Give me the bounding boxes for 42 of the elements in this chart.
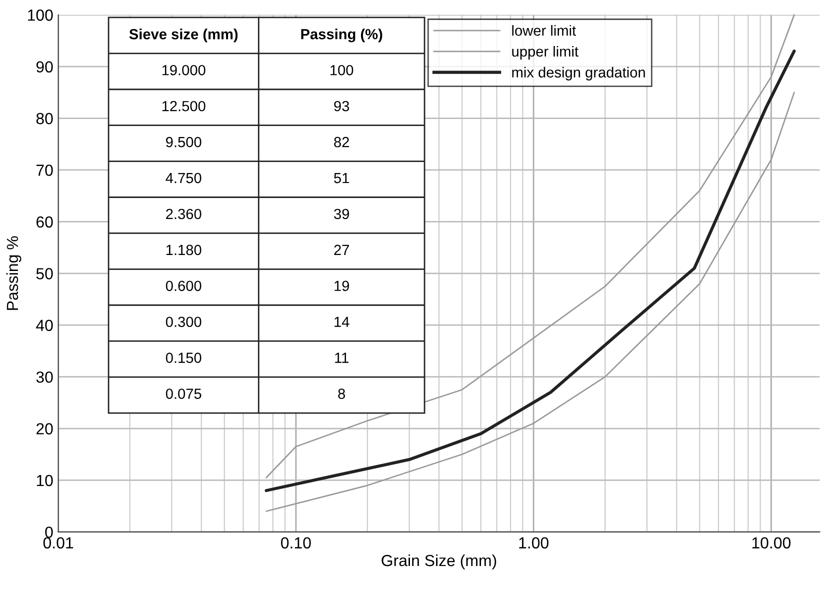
y-tick-label: 60 [36,216,53,228]
annotation: 100 [330,64,354,76]
annotation: 27 [334,244,349,255]
annotation: 0.075 [166,388,202,399]
y-tick-label: 30 [36,371,53,383]
legend-label: lower limit [512,25,576,36]
annotation: 8 [338,388,346,399]
annotation: 0.600 [166,280,202,292]
y-tick-label: 80 [36,112,53,124]
y-tick-label: 90 [36,61,53,73]
annotation: 12.500 [162,100,206,112]
annotation: Sieve size (mm) [129,28,238,42]
y-tick-label: 40 [36,320,53,332]
x-tick-label: 1.00 [519,537,548,549]
y-tick-label: 50 [36,268,53,280]
annotation: 2.360 [166,208,202,220]
y-tick-label: 70 [36,164,53,176]
annotation: 0.300 [166,316,202,328]
annotation: 19 [334,280,350,292]
x-tick-label: 0.10 [281,537,311,549]
annotation: 19.000 [162,64,206,76]
x-axis-title: Grain Size (mm) [382,554,496,570]
y-tick-label: 20 [36,423,53,434]
annotation: 39 [334,208,350,220]
annotation: Passing (%) [301,28,382,42]
legend-label: mix design gradation [512,66,645,80]
x-tick-label: 0.01 [43,537,74,549]
annotation: 4.750 [166,172,202,184]
y-axis-title: Passing % [6,236,22,310]
annotation: 9.500 [166,136,202,148]
legend-label: upper limit [512,46,578,60]
annotation: 82 [334,136,349,148]
annotation: 0.150 [166,352,202,363]
annotation: 93 [334,100,350,112]
x-tick-label: 10.00 [752,537,791,549]
annotation: 1.180 [166,244,202,256]
annotation: 51 [334,173,349,184]
y-tick-label: 10 [36,474,53,486]
y-tick-label: 0 [45,526,53,538]
annotation: 11 [335,352,348,363]
y-tick-label: 100 [28,10,53,21]
annotation: 14 [334,316,350,327]
